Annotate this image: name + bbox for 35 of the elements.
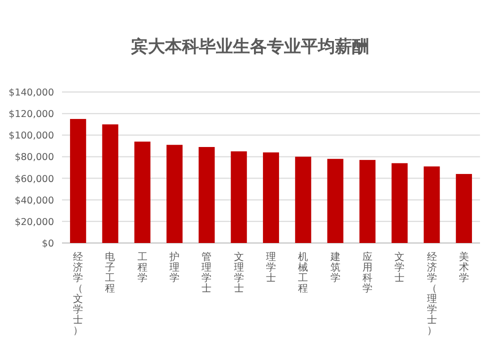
y-tick-label: $40,000 (14, 195, 54, 206)
bar (392, 163, 408, 243)
x-tick-label: 工程学 (137, 252, 148, 284)
bar (295, 156, 312, 243)
x-tick-label: 美术学 (458, 251, 469, 284)
bar (134, 142, 150, 243)
bar (166, 144, 183, 243)
x-tick-label: 经济学（理学士） (426, 251, 437, 336)
bar (70, 118, 86, 243)
y-tick-label: $100,000 (8, 130, 54, 142)
x-tick-label: 理学士 (266, 252, 276, 284)
bar (424, 166, 440, 243)
y-tick-label: $80,000 (14, 152, 54, 164)
bar (262, 152, 280, 243)
y-tick-label: $140,000 (8, 88, 54, 98)
x-tick-label: 护理学 (168, 251, 180, 284)
y-tick-label: $60,000 (14, 174, 54, 185)
x-tick-label: 管理学士 (202, 252, 212, 294)
bar (456, 174, 472, 243)
x-tick-label: 文学士 (394, 251, 405, 284)
y-tick-label: $20,000 (14, 216, 54, 228)
y-tick-label: $120,000 (8, 109, 54, 120)
x-tick-label: 经济学（文学士） (73, 251, 84, 336)
x-tick-label: 建筑学 (329, 251, 340, 284)
bar (198, 147, 215, 243)
chart-title: 宾大本科毕业生各专业平均薪酬 (130, 37, 369, 57)
bar (327, 158, 344, 243)
y-tick-label: $0 (42, 238, 54, 250)
x-tick-label: 文理学士 (234, 251, 244, 294)
bar (359, 160, 376, 243)
bar (102, 124, 118, 243)
x-tick-label: 应用科学 (362, 251, 372, 294)
x-tick-label: 机械工程 (298, 251, 308, 294)
bar (230, 151, 247, 243)
x-tick-label: 电子工程 (105, 251, 116, 294)
